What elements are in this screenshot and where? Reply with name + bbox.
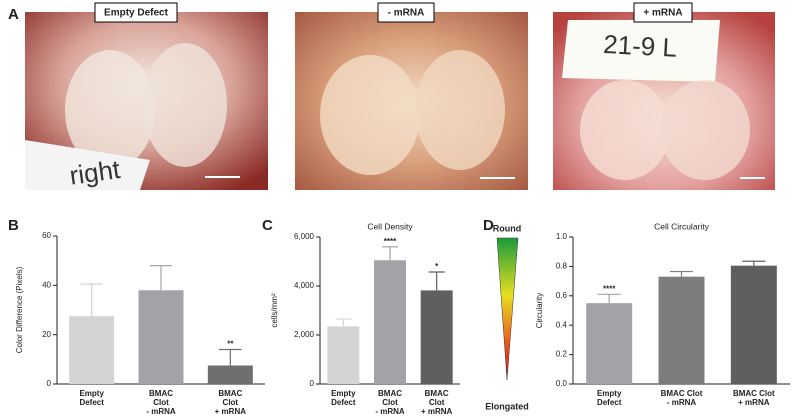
x-tick-label: + mRNA [215, 407, 247, 416]
x-tick-label: Empty [79, 389, 104, 398]
x-tick-label: BMAC [218, 389, 242, 398]
y-axis-label: Color Difference (Pixels) [15, 266, 24, 353]
photo-inscription: right [68, 154, 123, 191]
significance-label: **** [384, 237, 397, 246]
x-tick-label: BMAC [378, 389, 402, 398]
x-tick-label: Defect [331, 398, 356, 407]
significance-label: **** [603, 284, 616, 293]
x-tick-label: BMAC [149, 389, 173, 398]
bar [420, 290, 453, 384]
x-tick-label: Clot [382, 398, 398, 407]
x-tick-label: Defect [79, 398, 104, 407]
bar [658, 276, 705, 384]
photo [295, 12, 528, 190]
y-tick-label: 0 [47, 379, 52, 388]
y-axis-label: cells/mm² [270, 293, 279, 328]
y-tick-label: 6,000 [294, 232, 315, 241]
y-tick-label: 0.8 [556, 262, 568, 271]
x-tick-label: + mRNA [421, 407, 453, 416]
y-tick-label: 0 [310, 379, 315, 388]
y-tick-label: 40 [42, 280, 51, 289]
x-tick-label: BMAC Clot [661, 389, 703, 398]
x-tick-label: Defect [597, 398, 622, 407]
x-tick-label: Empty [331, 389, 356, 398]
y-tick-label: 1.0 [556, 232, 568, 241]
panel-letter: A [8, 6, 19, 23]
x-tick-label: BMAC [425, 389, 449, 398]
chart-title: Cell Density [367, 221, 413, 231]
bar [586, 303, 633, 384]
y-tick-label: 4,000 [294, 281, 315, 290]
x-tick-label: Empty [597, 389, 622, 398]
y-tick-label: 0.6 [556, 291, 568, 300]
significance-label: * [435, 262, 439, 271]
y-tick-label: 0.2 [556, 350, 568, 359]
bar [138, 290, 184, 384]
photo-label: + mRNA [643, 8, 682, 19]
bar [730, 265, 777, 384]
y-tick-label: 2,000 [294, 330, 315, 339]
panel-letter: C [262, 217, 273, 234]
x-tick-label: - mRNA [667, 398, 697, 407]
scale-label: Round [493, 223, 522, 233]
photo [553, 12, 775, 190]
panel-letter: B [8, 217, 19, 234]
photo [25, 12, 268, 190]
x-tick-label: + mRNA [738, 398, 770, 407]
scale-label: Elongated [485, 401, 529, 411]
photo-label: - mRNA [388, 8, 425, 19]
y-axis-label: Circularity [535, 293, 544, 329]
circularity-scale [496, 237, 519, 381]
x-tick-label: - mRNA [146, 407, 176, 416]
bar [327, 326, 360, 384]
x-tick-label: Clot [429, 398, 445, 407]
y-tick-label: 60 [42, 231, 51, 240]
y-tick-label: 0.4 [556, 320, 568, 329]
bar [374, 260, 406, 384]
photo-inscription: 21-9 L [603, 29, 678, 63]
photo-label: Empty Defect [104, 8, 169, 19]
bar [69, 316, 115, 384]
x-tick-label: - mRNA [375, 407, 405, 416]
significance-label: ** [227, 340, 234, 349]
x-tick-label: BMAC Clot [733, 389, 775, 398]
x-tick-label: Clot [223, 398, 239, 407]
x-tick-label: Clot [153, 398, 169, 407]
y-tick-label: 20 [42, 330, 51, 339]
panel-letter: D [483, 217, 494, 234]
y-tick-label: 0.0 [556, 379, 568, 388]
bar [207, 365, 253, 384]
chart-title: Cell Circularity [654, 221, 710, 231]
photo-label-box [94, 2, 693, 23]
